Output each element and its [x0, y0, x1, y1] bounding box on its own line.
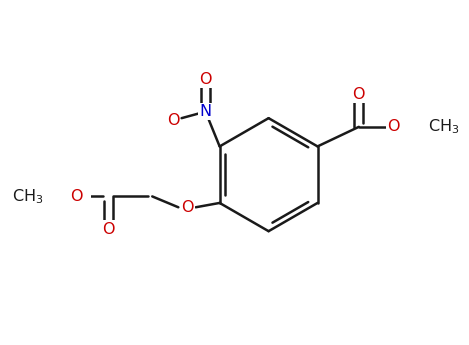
Text: O: O [353, 87, 365, 102]
Text: CH$_3$: CH$_3$ [428, 118, 460, 136]
Text: O: O [387, 119, 400, 134]
Text: O: O [199, 71, 212, 87]
Text: O: O [166, 113, 179, 128]
Text: CH$_3$: CH$_3$ [12, 187, 44, 206]
Text: O: O [103, 221, 115, 237]
Text: N: N [199, 104, 212, 119]
Text: O: O [70, 189, 83, 204]
Text: O: O [181, 200, 193, 215]
